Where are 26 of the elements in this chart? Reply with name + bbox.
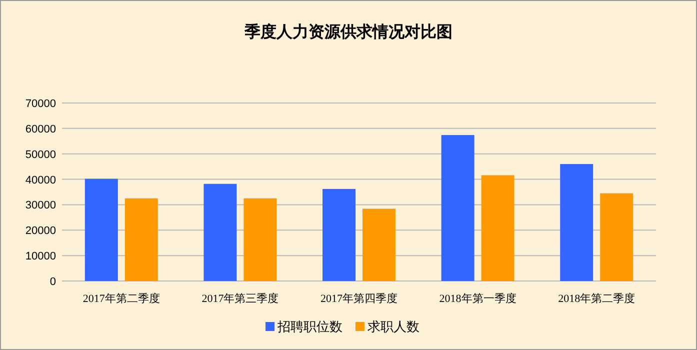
x-tick-label: 2018年第一季度 — [439, 292, 516, 305]
legend-label: 求职人数 — [368, 319, 420, 334]
bar — [204, 184, 237, 281]
y-tick-label: 20000 — [25, 225, 56, 238]
chart-title: 季度人力资源供求情况对比图 — [244, 22, 452, 41]
y-tick-label: 60000 — [25, 123, 56, 136]
bar — [600, 193, 634, 281]
bar — [560, 164, 594, 281]
y-tick-label: 30000 — [25, 200, 56, 212]
bar — [441, 135, 474, 281]
x-tick-label: 2017年第四季度 — [320, 292, 398, 305]
bar — [124, 198, 158, 281]
legend-label: 招聘职位数 — [276, 319, 342, 334]
bar — [481, 175, 514, 281]
bar — [244, 198, 277, 281]
bar — [362, 208, 396, 281]
x-tick-label: 2018年第二季度 — [558, 292, 636, 305]
bar — [322, 188, 356, 281]
y-tick-label: 40000 — [25, 174, 56, 186]
y-tick-label: 0 — [50, 276, 56, 288]
bar — [84, 178, 118, 281]
y-tick-label: 50000 — [25, 148, 56, 161]
y-tick-label: 70000 — [25, 98, 56, 110]
x-tick-label: 2017年第二季度 — [82, 292, 160, 305]
y-tick-label: 10000 — [25, 250, 56, 263]
x-tick-label: 2017年第三季度 — [202, 292, 279, 305]
